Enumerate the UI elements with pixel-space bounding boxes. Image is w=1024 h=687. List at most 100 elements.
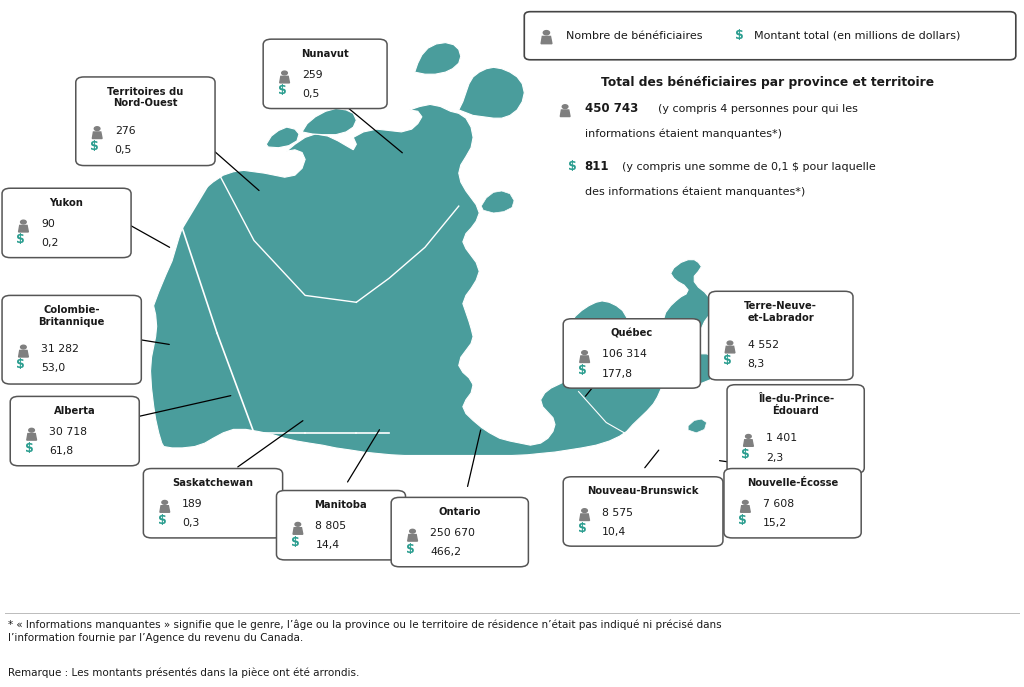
Polygon shape bbox=[280, 76, 290, 83]
Text: Alberta: Alberta bbox=[54, 406, 95, 416]
FancyBboxPatch shape bbox=[724, 469, 861, 538]
Text: Montant total (en millions de dollars): Montant total (en millions de dollars) bbox=[754, 31, 961, 41]
Polygon shape bbox=[725, 346, 735, 353]
FancyBboxPatch shape bbox=[2, 188, 131, 258]
Text: 61,8: 61,8 bbox=[49, 447, 74, 456]
Text: 250 670: 250 670 bbox=[430, 528, 475, 538]
Polygon shape bbox=[151, 104, 712, 455]
Polygon shape bbox=[18, 225, 29, 232]
Polygon shape bbox=[29, 428, 35, 432]
Polygon shape bbox=[410, 529, 416, 533]
FancyBboxPatch shape bbox=[391, 497, 528, 567]
Text: 2,3: 2,3 bbox=[766, 453, 783, 462]
Text: 10,4: 10,4 bbox=[602, 527, 627, 537]
Polygon shape bbox=[582, 350, 588, 354]
Text: 450 743: 450 743 bbox=[585, 102, 638, 115]
Text: Colombie-
Britannique: Colombie- Britannique bbox=[39, 305, 104, 326]
Polygon shape bbox=[295, 522, 301, 526]
Text: $: $ bbox=[16, 359, 26, 372]
Text: 14,4: 14,4 bbox=[315, 541, 340, 550]
Text: 30 718: 30 718 bbox=[49, 427, 87, 437]
Text: $: $ bbox=[568, 161, 578, 173]
Text: 0,5: 0,5 bbox=[302, 89, 319, 99]
Polygon shape bbox=[745, 434, 752, 438]
Text: 0,3: 0,3 bbox=[182, 519, 200, 528]
FancyBboxPatch shape bbox=[76, 77, 215, 166]
Polygon shape bbox=[727, 341, 733, 345]
Polygon shape bbox=[742, 500, 749, 504]
Text: $: $ bbox=[738, 514, 748, 527]
FancyBboxPatch shape bbox=[563, 477, 723, 546]
Text: (y compris une somme de 0,1 $ pour laquelle: (y compris une somme de 0,1 $ pour laque… bbox=[622, 162, 876, 172]
Polygon shape bbox=[27, 433, 37, 440]
Text: Manitoba: Manitoba bbox=[314, 500, 368, 510]
Polygon shape bbox=[580, 356, 590, 363]
Text: 0,5: 0,5 bbox=[115, 145, 132, 155]
Text: Nouveau-Brunswick: Nouveau-Brunswick bbox=[588, 486, 698, 497]
Text: 466,2: 466,2 bbox=[430, 548, 461, 557]
Text: Québec: Québec bbox=[610, 328, 653, 339]
Polygon shape bbox=[560, 110, 570, 117]
Text: $: $ bbox=[278, 85, 287, 98]
FancyBboxPatch shape bbox=[727, 385, 864, 473]
Text: 1 401: 1 401 bbox=[766, 433, 797, 443]
Text: (y compris 4 personnes pour qui les: (y compris 4 personnes pour qui les bbox=[658, 104, 858, 113]
Text: $: $ bbox=[406, 543, 415, 556]
Text: 15,2: 15,2 bbox=[763, 519, 787, 528]
Text: * « Informations manquantes » signifie que le genre, l’âge ou la province ou le : * « Informations manquantes » signifie q… bbox=[8, 620, 722, 643]
Text: $: $ bbox=[735, 30, 744, 42]
FancyBboxPatch shape bbox=[709, 291, 853, 380]
FancyBboxPatch shape bbox=[143, 469, 283, 538]
Text: Ontario: Ontario bbox=[438, 507, 481, 517]
Text: 53,0: 53,0 bbox=[41, 363, 66, 373]
Text: 8 805: 8 805 bbox=[315, 521, 346, 531]
Text: $: $ bbox=[291, 536, 300, 549]
Polygon shape bbox=[580, 514, 590, 521]
Polygon shape bbox=[541, 36, 552, 44]
Text: 177,8: 177,8 bbox=[602, 369, 633, 379]
Polygon shape bbox=[282, 71, 288, 75]
Polygon shape bbox=[94, 126, 100, 131]
Text: Remarque : Les montants présentés dans la pièce ont été arrondis.: Remarque : Les montants présentés dans l… bbox=[8, 668, 359, 678]
Text: $: $ bbox=[25, 442, 34, 455]
Polygon shape bbox=[266, 127, 299, 148]
Text: 7 608: 7 608 bbox=[763, 499, 794, 509]
Polygon shape bbox=[415, 43, 461, 74]
Text: 811: 811 bbox=[585, 161, 609, 173]
Text: Territoires du
Nord-Ouest: Territoires du Nord-Ouest bbox=[108, 87, 183, 108]
Text: 0,2: 0,2 bbox=[41, 238, 58, 248]
Polygon shape bbox=[740, 506, 751, 513]
Text: 8,3: 8,3 bbox=[748, 359, 765, 369]
Text: Terre-Neuve-
et-Labrador: Terre-Neuve- et-Labrador bbox=[744, 301, 817, 322]
Polygon shape bbox=[459, 67, 524, 118]
Text: informations étaient manquantes*): informations étaient manquantes*) bbox=[585, 128, 781, 139]
Polygon shape bbox=[481, 191, 514, 213]
Text: $: $ bbox=[578, 364, 587, 377]
Polygon shape bbox=[678, 354, 720, 383]
Polygon shape bbox=[562, 104, 568, 109]
Polygon shape bbox=[688, 419, 707, 433]
FancyBboxPatch shape bbox=[524, 12, 1016, 60]
Polygon shape bbox=[582, 508, 588, 513]
Polygon shape bbox=[302, 109, 356, 135]
Polygon shape bbox=[544, 31, 550, 35]
Text: Nombre de bénéficiaires: Nombre de bénéficiaires bbox=[566, 31, 702, 41]
Text: $: $ bbox=[158, 514, 167, 527]
Polygon shape bbox=[743, 440, 754, 447]
FancyBboxPatch shape bbox=[563, 319, 700, 388]
Text: $: $ bbox=[741, 448, 751, 461]
Text: Île-du-Prince-
Édouard: Île-du-Prince- Édouard bbox=[758, 394, 834, 416]
FancyBboxPatch shape bbox=[10, 396, 139, 466]
Polygon shape bbox=[162, 500, 168, 504]
Text: Total des bénéficiaires par province et territoire: Total des bénéficiaires par province et … bbox=[601, 76, 935, 89]
FancyBboxPatch shape bbox=[276, 491, 406, 560]
Text: 259: 259 bbox=[302, 70, 323, 80]
Text: 189: 189 bbox=[182, 499, 203, 509]
Polygon shape bbox=[92, 132, 102, 139]
Text: $: $ bbox=[578, 522, 587, 535]
Text: $: $ bbox=[90, 140, 99, 153]
Text: Saskatchewan: Saskatchewan bbox=[172, 478, 254, 488]
Text: Yukon: Yukon bbox=[49, 198, 84, 208]
Text: Nouvelle-Écosse: Nouvelle-Écosse bbox=[746, 478, 839, 488]
Text: 90: 90 bbox=[41, 219, 55, 229]
